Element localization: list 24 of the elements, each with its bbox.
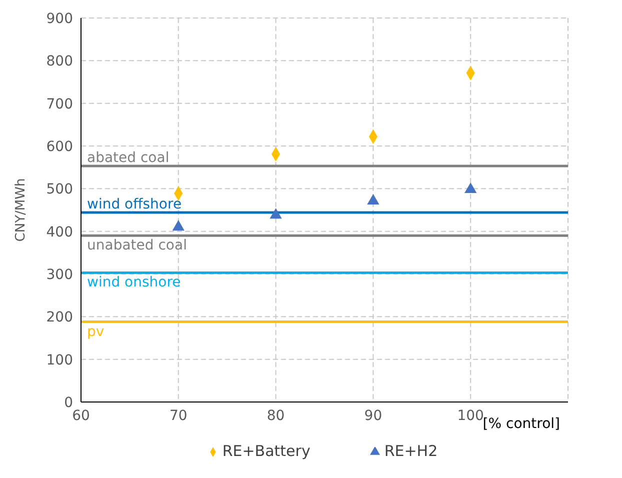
- legend-label: RE+Battery: [222, 442, 310, 460]
- y-tick-label: 100: [46, 352, 73, 368]
- y-tick-label: 200: [46, 310, 73, 326]
- ref-line-label: wind offshore: [87, 196, 182, 212]
- y-tick-label: 700: [46, 96, 73, 112]
- ref-line-label: abated coal: [87, 150, 170, 166]
- x-tick-label: 70: [169, 408, 188, 424]
- y-tick-label: 600: [46, 138, 73, 155]
- ref-line-label: wind onshore: [87, 274, 181, 291]
- y-tick-label: 900: [46, 10, 73, 27]
- y-tick-label: 800: [46, 54, 73, 70]
- y-axis-title: CNY/MWh: [14, 178, 29, 242]
- x-tick-label: 100: [457, 408, 484, 424]
- legend-label: RE+H2: [384, 442, 438, 460]
- x-axis-title: [% control]: [482, 416, 560, 432]
- ref-line-label: pv: [87, 324, 104, 340]
- y-tick-label: 300: [46, 266, 73, 283]
- x-tick-label: 60: [72, 408, 90, 424]
- x-tick-label: 80: [266, 408, 285, 424]
- x-tick-label: 90: [364, 408, 382, 424]
- y-tick-label: 500: [46, 182, 73, 198]
- ref-line-label: unabated coal: [87, 238, 187, 254]
- y-tick-label: 400: [46, 224, 73, 240]
- y-tick-label: 0: [64, 394, 73, 411]
